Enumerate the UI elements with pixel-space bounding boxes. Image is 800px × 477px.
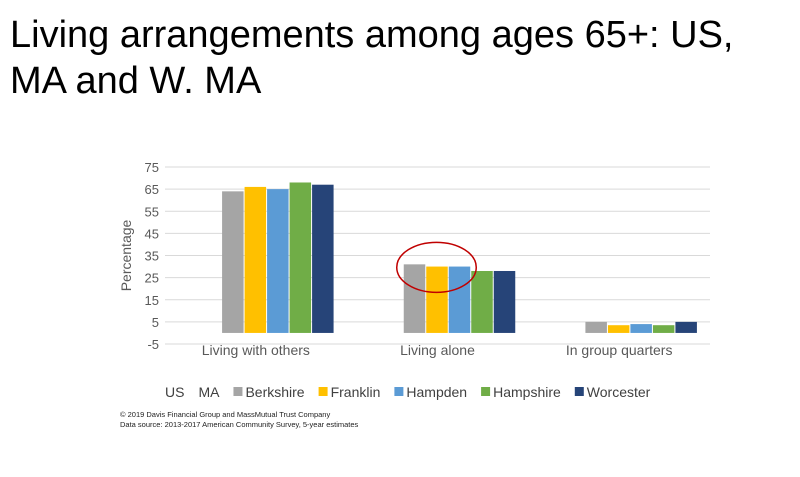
- x-category-label: Living alone: [400, 342, 475, 358]
- bar-franklin: [244, 186, 267, 333]
- legend-label-worcester: Worcester: [587, 384, 651, 400]
- bar-hampshire: [289, 182, 312, 333]
- bar-berkshire: [585, 321, 607, 333]
- legend-label-berkshire: Berkshire: [245, 384, 304, 400]
- data-source-note: Data source: 2013-2017 American Communit…: [120, 420, 359, 429]
- legend-label-hampshire: Hampshire: [493, 384, 561, 400]
- legend-label-hampden: Hampden: [406, 384, 467, 400]
- legend-swatch-berkshire: [233, 387, 243, 396]
- y-tick-label: 25: [145, 271, 159, 286]
- bar-franklin: [426, 266, 448, 333]
- legend-swatch-hampden: [394, 387, 404, 396]
- x-category-label: Living with others: [202, 342, 310, 358]
- bar-berkshire: [222, 191, 244, 333]
- legend-swatch-franklin: [318, 387, 328, 396]
- legend-swatch-hampshire: [481, 387, 491, 396]
- legend-label-ma: MA: [198, 384, 220, 400]
- bar-hampden: [630, 324, 652, 333]
- bar-worcester: [312, 184, 334, 333]
- bar-worcester: [493, 270, 516, 333]
- bar-hampshire: [652, 325, 675, 333]
- bar-berkshire: [403, 264, 426, 333]
- legend-label-franklin: Franklin: [331, 384, 381, 400]
- x-category-label: In group quarters: [566, 342, 673, 358]
- legend-swatch-worcester: [574, 387, 584, 396]
- y-tick-label: 75: [145, 160, 159, 175]
- bar-worcester: [675, 321, 697, 333]
- y-tick-label: 5: [152, 315, 159, 330]
- bar-hampden: [267, 189, 289, 333]
- bar-franklin: [607, 325, 630, 333]
- y-tick-label: 65: [145, 182, 159, 197]
- copyright-note: © 2019 Davis Financial Group and MassMut…: [120, 410, 331, 419]
- slide-title: Living arrangements among ages 65+: US, …: [10, 14, 734, 102]
- y-tick-label: -5: [147, 337, 159, 352]
- legend-label-us: US: [165, 384, 184, 400]
- y-axis-title: Percentage: [118, 219, 134, 291]
- y-tick-label: 35: [145, 249, 159, 264]
- y-tick-label: 15: [145, 293, 159, 308]
- y-tick-label: 55: [145, 204, 159, 219]
- bar-hampden: [448, 266, 471, 333]
- bar-hampshire: [471, 270, 493, 333]
- y-tick-label: 45: [145, 226, 159, 241]
- annotation-ellipse: [396, 241, 477, 294]
